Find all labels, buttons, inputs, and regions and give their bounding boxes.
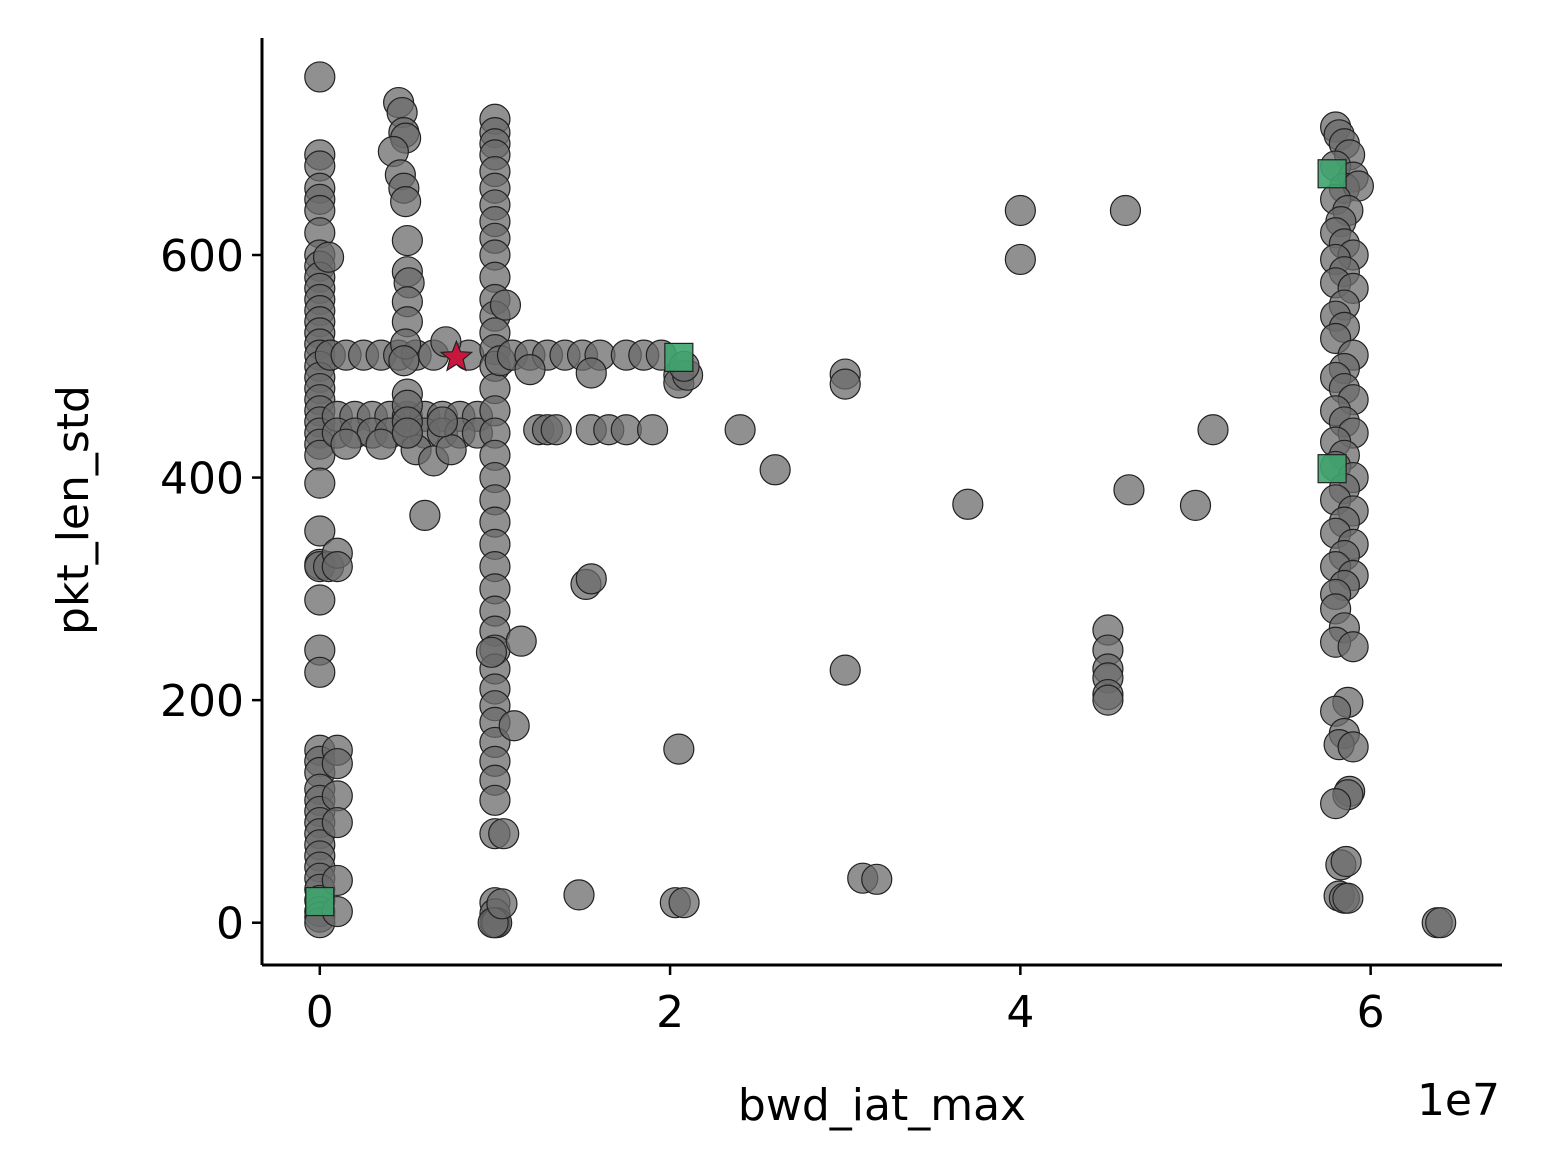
scatter-point — [1179, 489, 1212, 521]
x-tick-label: 0 — [306, 987, 334, 1038]
y-tick-label: 400 — [160, 454, 244, 505]
scatter-point — [321, 551, 353, 583]
scatter-point — [663, 733, 695, 765]
scatter-point — [391, 417, 423, 449]
x-tick-label: 4 — [1006, 987, 1034, 1038]
scatter-point — [1197, 414, 1229, 446]
scatter-point — [479, 784, 511, 816]
scatter-point — [304, 656, 336, 688]
scatter-point — [829, 368, 861, 400]
y-axis-label: pkt_len_std — [48, 385, 99, 635]
scatter-point — [312, 241, 345, 273]
scatter-point — [610, 414, 642, 446]
scatter-point — [1004, 194, 1036, 227]
axes-layer — [260, 38, 1502, 967]
points-layer — [304, 61, 1457, 939]
scatter-point — [563, 879, 595, 911]
scatter-point — [575, 357, 607, 389]
scatter-point — [489, 289, 522, 321]
scatter-point — [668, 887, 700, 919]
scatter-point — [1092, 684, 1124, 716]
scatter-point — [304, 584, 336, 616]
highlight-square-point — [305, 886, 335, 917]
y-tick-label: 0 — [216, 899, 244, 950]
scatter-point — [304, 61, 336, 93]
highlight-square-point — [1317, 454, 1347, 484]
highlight-square-point — [1317, 159, 1347, 189]
scatter-point — [759, 454, 791, 486]
x-tick-label: 6 — [1357, 987, 1385, 1038]
scatter-point — [1337, 631, 1369, 663]
scatter-point — [488, 818, 520, 850]
scatter-point — [1109, 194, 1142, 227]
scatter-point — [304, 515, 336, 547]
scatter-point — [505, 625, 537, 657]
scatter-point — [426, 406, 458, 438]
highlight-star-point — [439, 339, 474, 372]
scatter-point — [952, 488, 984, 520]
scatter-point — [475, 636, 508, 668]
scatter-point — [486, 888, 518, 920]
scatter-point — [330, 428, 362, 460]
scatter-point — [321, 780, 353, 812]
scatter-point — [390, 185, 422, 218]
scatter-point — [575, 563, 607, 595]
scatter-point — [1425, 907, 1457, 939]
y-tick-label: 600 — [160, 231, 244, 282]
highlight-square-point — [664, 342, 694, 372]
scatter-point — [409, 499, 441, 532]
scatter-point — [321, 747, 353, 780]
scatter-point — [321, 806, 353, 839]
scatter-point — [304, 467, 336, 499]
scatter-point — [1332, 882, 1364, 914]
x-offset-text: 1e7 — [1417, 1075, 1500, 1126]
y-tick-label: 200 — [160, 676, 244, 727]
scatter-point — [1330, 845, 1362, 878]
scatter-point — [724, 414, 756, 446]
ticks-layer: 0 2 4 6 0 200 400 600 — [160, 231, 1385, 1038]
scatter-point — [540, 414, 572, 446]
scatter-point — [829, 654, 861, 686]
x-tick-label: 2 — [656, 987, 684, 1038]
scatter-point — [391, 224, 423, 257]
scatter-point — [1320, 788, 1352, 820]
scatter-point — [1004, 243, 1036, 276]
scatter-point — [365, 428, 397, 460]
scatter-point — [514, 354, 546, 386]
scatter-point — [1113, 474, 1145, 506]
scatter-point — [435, 434, 467, 466]
scatter-point — [1337, 731, 1369, 763]
scatter-point — [861, 863, 893, 895]
scatter-point — [636, 414, 669, 446]
x-axis-label: bwd_iat_max — [738, 1080, 1026, 1131]
scatter-point — [388, 345, 420, 377]
scatter-point — [498, 710, 530, 742]
